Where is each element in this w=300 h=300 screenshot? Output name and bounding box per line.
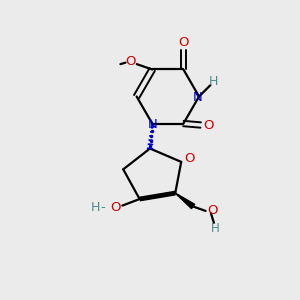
Text: O: O <box>178 36 189 49</box>
Text: N: N <box>193 91 202 103</box>
Text: H: H <box>91 201 100 214</box>
Text: O: O <box>184 152 194 165</box>
Text: O: O <box>203 118 213 131</box>
Text: H: H <box>209 75 219 88</box>
Polygon shape <box>175 193 195 208</box>
Text: O: O <box>207 204 217 218</box>
Text: H: H <box>211 222 220 235</box>
Text: O: O <box>111 201 121 214</box>
Text: O: O <box>125 55 136 68</box>
Text: N: N <box>148 118 158 130</box>
Text: -: - <box>101 201 105 214</box>
